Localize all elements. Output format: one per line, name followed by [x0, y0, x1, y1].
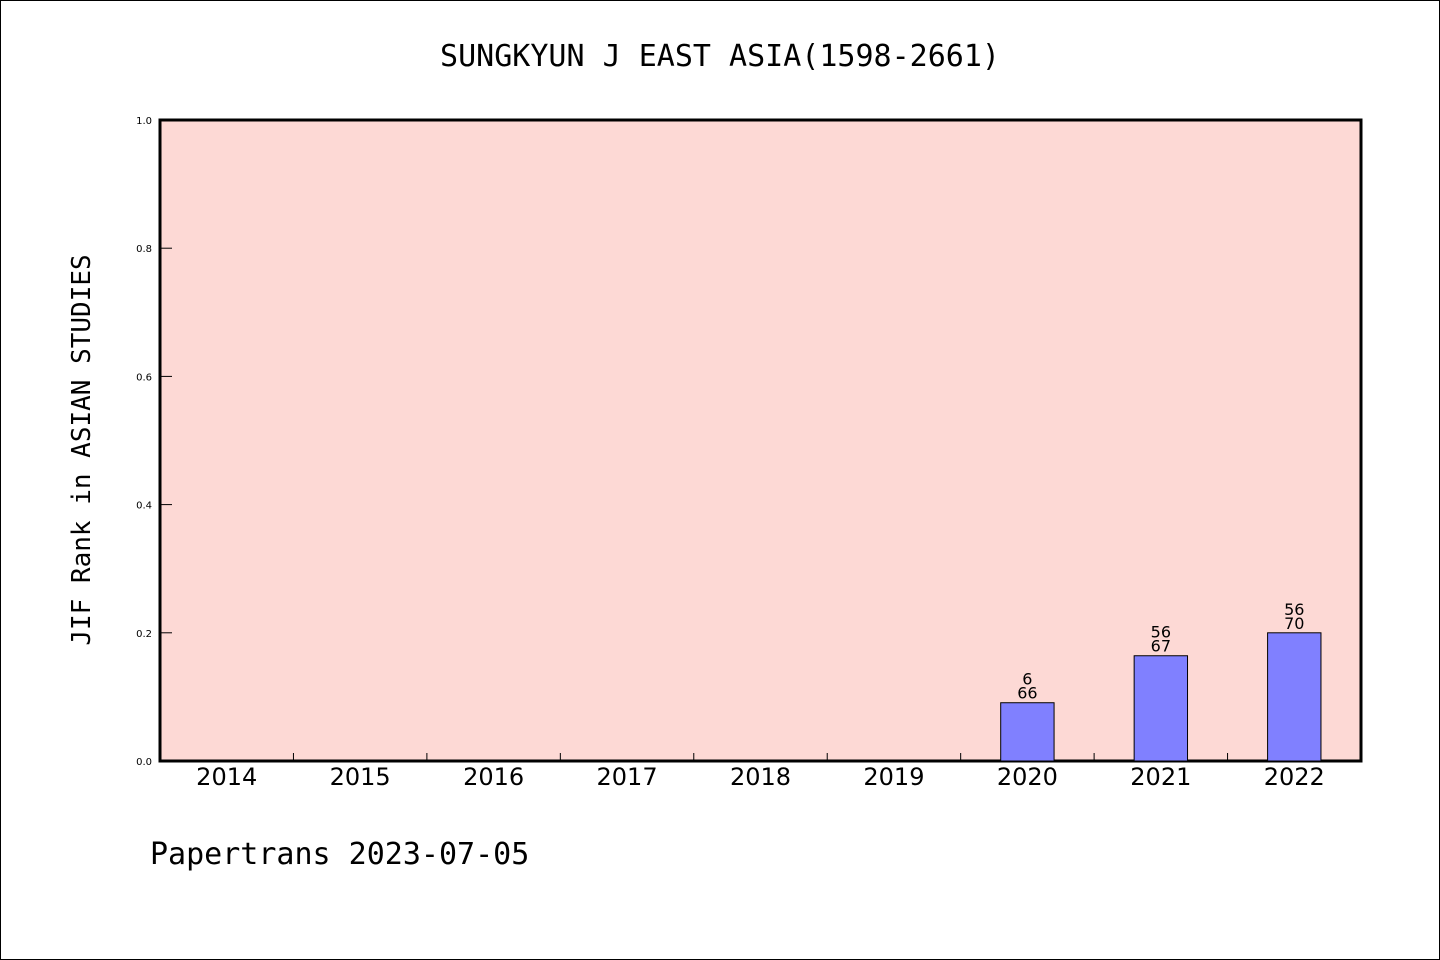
bar-label-top: 56: [1284, 600, 1304, 619]
x-tick-label: 2018: [730, 763, 791, 791]
bar-2021: [1133, 655, 1189, 762]
bar-label-bottom: 70: [1284, 614, 1304, 633]
x-tick-label: 2015: [330, 763, 391, 791]
y-tick-label: 0.6: [136, 372, 152, 383]
plot-area: [158, 118, 1363, 763]
y-axis-ticks: 0.0 0.2 0.4 0.6 0.8 1.0: [136, 116, 172, 768]
bar-label-top: 6: [1022, 670, 1032, 689]
x-tick-label: 2014: [196, 763, 257, 791]
y-axis-label: JIF Rank in ASIAN STUDIES: [67, 254, 97, 645]
x-tick-label: 2016: [463, 763, 524, 791]
x-tick-label: 2021: [1130, 763, 1191, 791]
bar-2022: [1267, 632, 1322, 762]
y-tick-label: 0.0: [136, 757, 152, 768]
y-tick-label: 0.8: [136, 244, 152, 255]
bar-label-bottom: 67: [1151, 637, 1171, 656]
footer-credit: Papertrans 2023-07-05: [150, 837, 529, 872]
x-axis-ticks: 2014 2015 2016 2017 2018 2019 2020 2021 2022: [196, 753, 1325, 791]
chart-title: SUNGKYUN J EAST ASIA(1598-2661): [440, 39, 1000, 74]
x-tick-label: 2017: [597, 763, 658, 791]
y-tick-label: 0.2: [136, 629, 152, 640]
bar-label-bottom: 66: [1017, 684, 1037, 703]
x-tick-label: 2019: [863, 763, 924, 791]
y-tick-label: 1.0: [136, 116, 152, 127]
bar-label-top: 56: [1151, 623, 1171, 642]
x-tick-label: 2022: [1264, 763, 1325, 791]
bar-2020: [1000, 702, 1055, 762]
x-tick-label: 2020: [997, 763, 1058, 791]
y-tick-label: 0.4: [136, 501, 152, 512]
